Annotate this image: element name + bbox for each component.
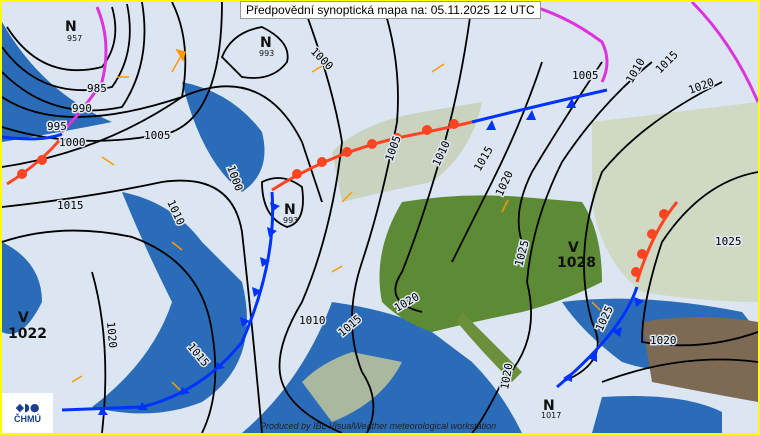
- low-center-value: 993: [283, 216, 298, 225]
- isobar-label: 1000: [59, 136, 86, 149]
- map-title: Předpovědní synoptická mapa na: 05.11.20…: [240, 1, 541, 19]
- isobar-label: 995: [47, 120, 67, 133]
- cold-front-west: [2, 132, 63, 141]
- high-center-value: 1022: [8, 326, 47, 342]
- pressure-centers: N 957 N 993 N 993 V 1022 V 1028 N 1017: [8, 19, 596, 420]
- production-credit: Produced by IBL VisualWeather meteorolog…: [260, 421, 497, 431]
- high-center-marker: V: [568, 240, 579, 256]
- high-center-value: 1028: [557, 255, 596, 271]
- isobar-label: 990: [72, 102, 92, 115]
- wind-arrows: [71, 48, 601, 391]
- isobar-label: 1025: [715, 235, 742, 248]
- cold-front-barbs: [98, 98, 644, 415]
- isobar-label: 1015: [57, 199, 84, 212]
- isobar-label: 1010: [299, 314, 326, 327]
- warm-front-bumps: [17, 119, 669, 277]
- low-center-marker: N: [284, 202, 296, 218]
- isobar-label: 1005: [144, 129, 171, 142]
- cold-front-north: [471, 88, 608, 124]
- low-center-marker: N: [65, 19, 77, 35]
- isobar-label: 1020: [498, 362, 515, 390]
- low-center-marker: N: [260, 35, 272, 51]
- cold-front-central: [61, 191, 275, 412]
- chmu-logo-icon: ◆◗●: [15, 401, 40, 414]
- isobar-label: 1005: [572, 69, 599, 82]
- occluded-front: [60, 6, 108, 134]
- chmu-logo-text: ČHMÚ: [14, 414, 41, 424]
- low-center-value: 1017: [541, 411, 561, 420]
- chmu-logo: ◆◗● ČHMÚ: [2, 393, 53, 433]
- high-center-marker: V: [18, 310, 29, 326]
- isobar-label: 985: [87, 82, 107, 95]
- low-center-value: 957: [67, 34, 82, 43]
- isobar-label: 1020: [650, 334, 677, 347]
- low-center-value: 993: [259, 49, 274, 58]
- low-center-marker: N: [543, 398, 555, 414]
- isobar-label: 1020: [104, 321, 119, 349]
- occluded-front-east: [690, 2, 758, 103]
